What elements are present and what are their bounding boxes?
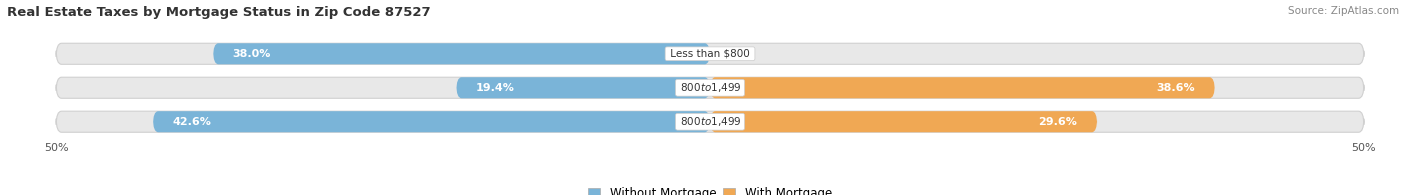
- Text: 0.0%: 0.0%: [720, 49, 751, 59]
- Text: 38.0%: 38.0%: [233, 49, 271, 59]
- Text: 38.6%: 38.6%: [1157, 83, 1195, 93]
- Text: Source: ZipAtlas.com: Source: ZipAtlas.com: [1288, 6, 1399, 16]
- Text: 19.4%: 19.4%: [477, 83, 515, 93]
- Text: 29.6%: 29.6%: [1039, 117, 1077, 127]
- FancyBboxPatch shape: [710, 77, 1215, 98]
- Text: Less than $800: Less than $800: [666, 49, 754, 59]
- FancyBboxPatch shape: [56, 111, 1364, 132]
- Text: $800 to $1,499: $800 to $1,499: [678, 81, 742, 94]
- FancyBboxPatch shape: [214, 43, 710, 64]
- FancyBboxPatch shape: [457, 77, 710, 98]
- FancyBboxPatch shape: [153, 111, 710, 132]
- FancyBboxPatch shape: [56, 77, 1364, 98]
- FancyBboxPatch shape: [56, 43, 1364, 64]
- FancyBboxPatch shape: [710, 111, 1097, 132]
- Text: Real Estate Taxes by Mortgage Status in Zip Code 87527: Real Estate Taxes by Mortgage Status in …: [7, 6, 430, 19]
- Legend: Without Mortgage, With Mortgage: Without Mortgage, With Mortgage: [588, 187, 832, 195]
- Text: $800 to $1,499: $800 to $1,499: [678, 115, 742, 128]
- Text: 42.6%: 42.6%: [173, 117, 211, 127]
